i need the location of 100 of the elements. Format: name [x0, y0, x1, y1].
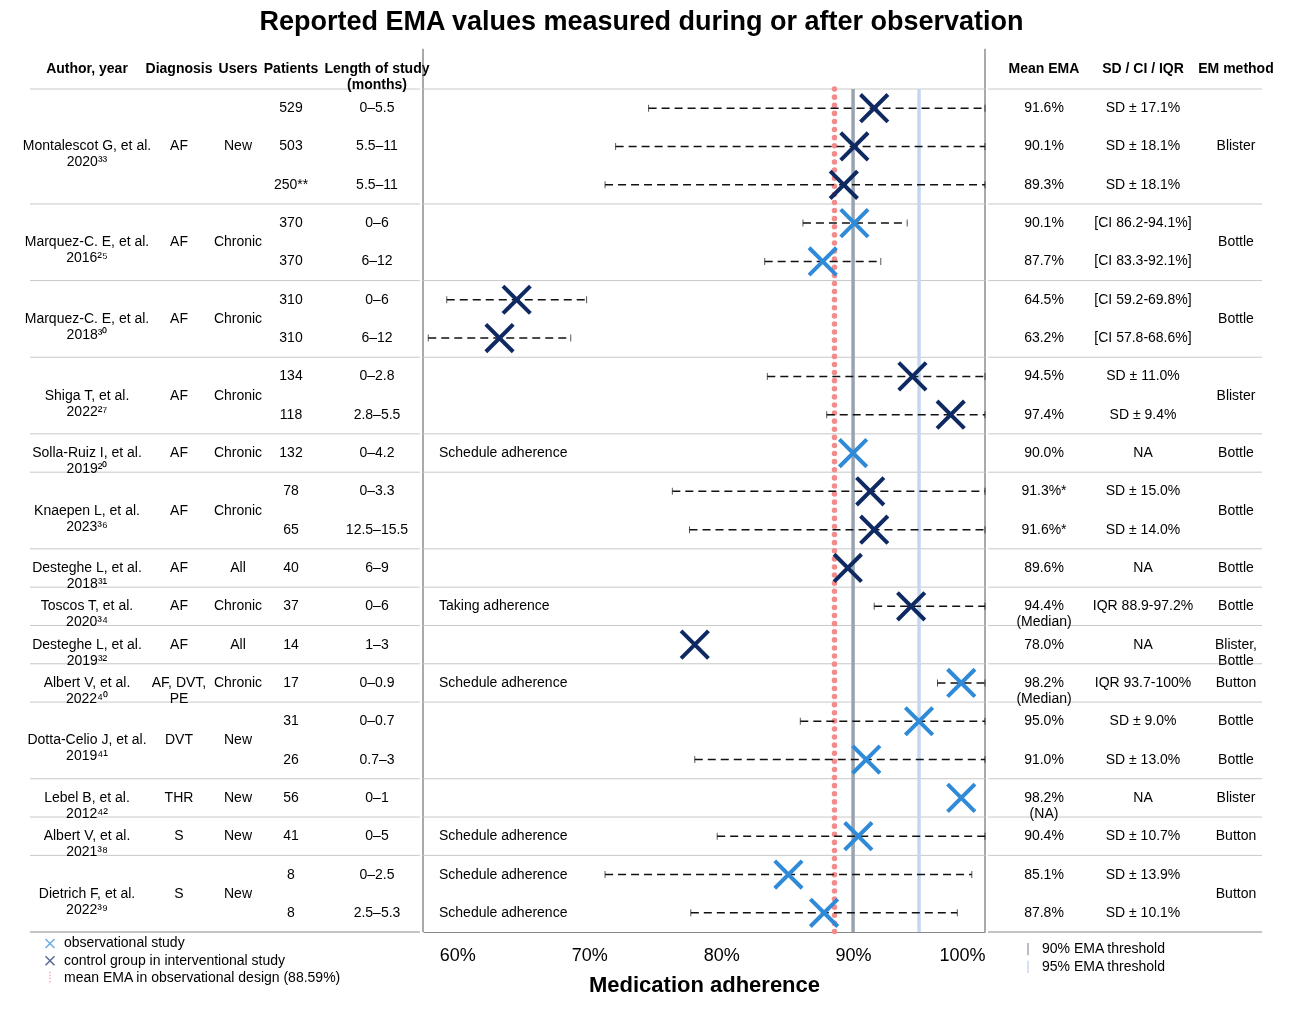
- annotation: Schedule adherence: [439, 903, 568, 920]
- text: SD ± 18.1%: [1105, 175, 1181, 192]
- text: Dietrich F, et al. 2022³⁹: [38, 884, 136, 917]
- text: 0–0.9: [359, 673, 395, 690]
- text: SD / CI / IQR: [1102, 60, 1184, 77]
- text: Blister: [1216, 788, 1256, 805]
- text: 2.8–5.5: [353, 405, 401, 422]
- text: SD ± 18.1%: [1105, 137, 1181, 154]
- text: 90.1%: [1024, 214, 1064, 231]
- point: [772, 858, 805, 891]
- text: EM method: [1198, 60, 1274, 77]
- y-axis-title: Patients: [263, 60, 319, 77]
- text: Blister, Bottle: [1214, 635, 1258, 668]
- point: [854, 475, 886, 508]
- y-tick-label: 132: [279, 444, 303, 461]
- annotation: Schedule adherence: [439, 827, 568, 844]
- text: New: [223, 137, 253, 154]
- text: 94.4% (Median): [1016, 597, 1072, 630]
- text: Blister: [1216, 137, 1256, 154]
- text: AF: [170, 233, 188, 250]
- x-axis-title: Medication adherence: [588, 971, 821, 997]
- text: 0–6: [365, 597, 389, 614]
- y-tick-label: 37: [283, 597, 299, 614]
- legend-label: 90% EMA threshold: [1042, 940, 1165, 957]
- text: [CI 86.2-94.1%]: [1094, 214, 1192, 231]
- y-tick-label: 41: [283, 827, 299, 844]
- y-tick-label: 26: [283, 750, 299, 767]
- point: [807, 245, 839, 278]
- y-tick-label: 134: [279, 367, 303, 384]
- text: All: [230, 635, 246, 652]
- text: Button: [1215, 673, 1257, 690]
- text: AF: [170, 597, 188, 614]
- text: 64.5%: [1024, 290, 1064, 307]
- text: Solla-Ruiz I, et al. 2019²⁰: [32, 444, 142, 477]
- text: New: [223, 788, 253, 805]
- text: 5.5–11: [356, 175, 399, 192]
- y-tick-label: 56: [283, 788, 299, 805]
- x-tick-label: 90%: [835, 944, 872, 965]
- text: Chronic: [213, 309, 263, 326]
- text: Diagnosis: [145, 60, 213, 77]
- text: Bottle: [1218, 558, 1255, 575]
- text: Marquez-C. E, et al. 2018³⁰: [24, 309, 150, 342]
- text: Chronic: [213, 444, 263, 461]
- point: [828, 169, 860, 201]
- text: Albert V, et al. 2021³⁸: [43, 827, 131, 860]
- text: SD ± 10.1%: [1105, 903, 1181, 920]
- annotation: Length of study (months): [324, 60, 430, 93]
- text: 91.0%: [1024, 750, 1064, 767]
- text: 5.5–11: [356, 137, 399, 154]
- y-tick-label: 17: [283, 673, 299, 690]
- text: 85.1%: [1024, 865, 1064, 882]
- y-tick-label: 503: [279, 137, 303, 154]
- text: SD ± 10.7%: [1105, 827, 1181, 844]
- legend-label: mean EMA in observational design (88.59%): [64, 968, 341, 985]
- annotation: Taking adherence: [439, 597, 550, 614]
- text: 98.2% (NA): [1024, 788, 1064, 821]
- y-tick-label: 8: [287, 903, 296, 920]
- text: SD ± 15.0%: [1105, 482, 1181, 499]
- text: 95.0%: [1024, 712, 1064, 729]
- text: SD ± 17.1%: [1105, 99, 1181, 116]
- text: Montalescot G, et al. 2020³³: [22, 137, 152, 170]
- y-tick-label: 8: [287, 865, 296, 882]
- text: Bottle: [1218, 309, 1255, 326]
- text: S: [174, 884, 184, 901]
- text: Bottle: [1218, 233, 1255, 250]
- text: SD ± 9.0%: [1109, 712, 1177, 729]
- point: [842, 820, 875, 852]
- text: 91.6%: [1024, 99, 1064, 116]
- text: NA: [1133, 788, 1154, 805]
- text: 90.4%: [1024, 827, 1064, 844]
- point: [500, 284, 533, 316]
- text: 6–12: [361, 329, 393, 346]
- point: [945, 782, 977, 814]
- text: Bottle: [1218, 712, 1255, 729]
- text: [CI 59.2-69.8%]: [1094, 290, 1192, 307]
- point: [838, 130, 871, 163]
- text: Chronic: [213, 386, 263, 403]
- text: Desteghe L, et al. 2018³¹: [32, 558, 142, 591]
- y-tick-label: 529: [279, 99, 303, 116]
- text: SD ± 13.0%: [1105, 750, 1181, 767]
- text: 0–0.7: [359, 712, 395, 729]
- y-tick-label: 78: [283, 482, 299, 499]
- text: 1–3: [365, 635, 389, 652]
- text: AF: [170, 386, 188, 403]
- y-tick-label: 118: [279, 405, 303, 422]
- text: Button: [1215, 884, 1257, 901]
- text: Albert V, et al. 2022⁴⁰: [43, 673, 131, 706]
- text: 87.8%: [1024, 903, 1064, 920]
- x-tick-label: 60%: [439, 944, 476, 965]
- point: [895, 590, 927, 622]
- text: All: [230, 558, 246, 575]
- text: 0–5: [365, 827, 389, 844]
- text: Bottle: [1218, 444, 1255, 461]
- text: SD ± 11.0%: [1106, 367, 1180, 384]
- text: 98.2% (Median): [1016, 673, 1072, 706]
- text: IQR 88.9-97.2%: [1092, 597, 1194, 614]
- text: SD ± 13.9%: [1105, 865, 1181, 882]
- text: New: [223, 731, 253, 748]
- point: [483, 322, 516, 354]
- text: 63.2%: [1024, 329, 1064, 346]
